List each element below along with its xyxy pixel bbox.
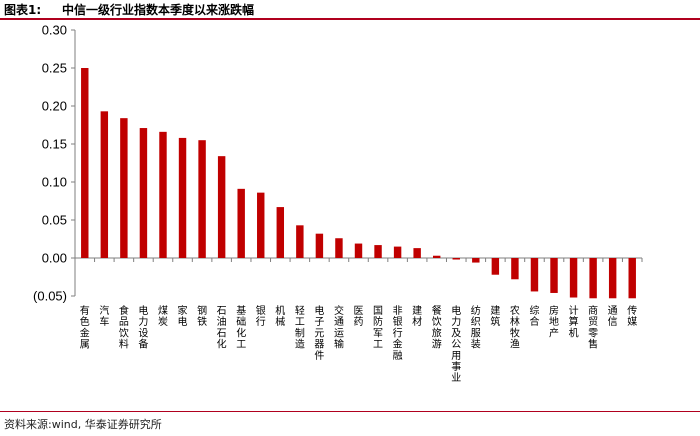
bar xyxy=(237,188,245,258)
bar xyxy=(354,243,363,258)
y-tick-label: 0.30 xyxy=(42,23,67,38)
x-tick-label: 计算机 xyxy=(569,304,579,339)
bar xyxy=(628,258,636,299)
y-tick-label: (0.05) xyxy=(33,289,67,304)
bar xyxy=(335,238,343,258)
x-tick-label: 电子元器件 xyxy=(314,304,324,362)
figure-label: 图表1: xyxy=(4,3,42,17)
bar xyxy=(530,258,539,292)
x-tick-label: 商贸零售 xyxy=(588,304,598,351)
bar xyxy=(217,156,226,258)
y-tick-label: 0.25 xyxy=(42,61,67,76)
x-tick-label: 食品饮料 xyxy=(119,304,129,351)
bar xyxy=(159,131,167,258)
bar xyxy=(432,255,441,258)
x-tick-label: 轻工制造 xyxy=(295,304,305,351)
x-tick-label: 银行 xyxy=(256,304,266,328)
x-tick-label: 通信 xyxy=(608,305,618,328)
y-tick-label: 0.10 xyxy=(42,175,67,190)
x-tick-label: 钢铁 xyxy=(197,304,207,328)
x-tick-label: 非银行金融 xyxy=(393,305,403,362)
x-tick-label: 综合 xyxy=(529,304,539,328)
x-tick-label: 传媒 xyxy=(627,305,637,328)
bar xyxy=(374,245,382,258)
bar xyxy=(550,258,558,293)
x-tick-label: 餐饮旅游 xyxy=(432,304,442,351)
x-tick-label: 家电 xyxy=(178,304,188,328)
bar xyxy=(139,128,148,258)
bar xyxy=(276,207,285,258)
bar xyxy=(608,258,617,299)
y-tick-label: 0.15 xyxy=(42,137,67,152)
bar xyxy=(393,246,402,258)
chart-title: 中信一级行业指数本季度以来涨跌幅 xyxy=(62,3,255,17)
y-tick-label: 0.00 xyxy=(42,251,67,266)
x-tick-label: 电力及公用事业 xyxy=(451,304,461,384)
x-tick-label: 煤炭 xyxy=(158,304,168,328)
source-note: 资料来源:wind, 华泰证券研究所 xyxy=(4,418,162,431)
bar xyxy=(413,248,421,258)
x-tick-label: 汽车 xyxy=(99,304,109,328)
bar xyxy=(178,137,187,258)
bar xyxy=(296,225,304,258)
bar xyxy=(120,118,128,258)
footer-rule xyxy=(0,411,700,412)
x-tick-label: 交通运输 xyxy=(334,304,344,351)
y-tick-label: 0.20 xyxy=(42,99,67,114)
bar xyxy=(81,68,89,258)
bar xyxy=(257,192,265,258)
bar xyxy=(472,258,480,263)
bar xyxy=(100,111,109,258)
x-tick-label: 基础化工 xyxy=(236,304,246,351)
bar xyxy=(569,258,578,298)
x-tick-label: 机械 xyxy=(275,304,285,328)
x-tick-label: 纺织服装 xyxy=(471,304,481,351)
y-tick-label: 0.05 xyxy=(42,213,67,228)
x-tick-label: 医药 xyxy=(354,305,364,328)
figure-header: 图表1: 中信一级行业指数本季度以来涨跌幅 xyxy=(0,0,700,18)
bar xyxy=(452,258,460,260)
bar xyxy=(589,258,597,299)
header-rule xyxy=(0,18,700,20)
x-tick-label: 建筑 xyxy=(490,304,500,328)
bar-chart: (0.05) 0.00 0.05 0.10 0.15 0.20 0.25 0.30 有色金属汽车… xyxy=(33,23,643,384)
x-tick-label: 农林牧渔 xyxy=(510,304,520,351)
bar xyxy=(511,258,519,280)
x-tick-label: 电力设备 xyxy=(138,304,148,351)
x-tick-label: 国防军工 xyxy=(373,305,383,351)
x-tick-label: 建材 xyxy=(412,304,422,328)
bar xyxy=(315,233,324,258)
x-tick-label: 石油石化 xyxy=(217,306,227,351)
bar xyxy=(198,140,206,258)
bar xyxy=(491,258,500,275)
x-tick-label: 房地产 xyxy=(549,304,559,339)
x-tick-label: 有色金属 xyxy=(80,304,90,351)
